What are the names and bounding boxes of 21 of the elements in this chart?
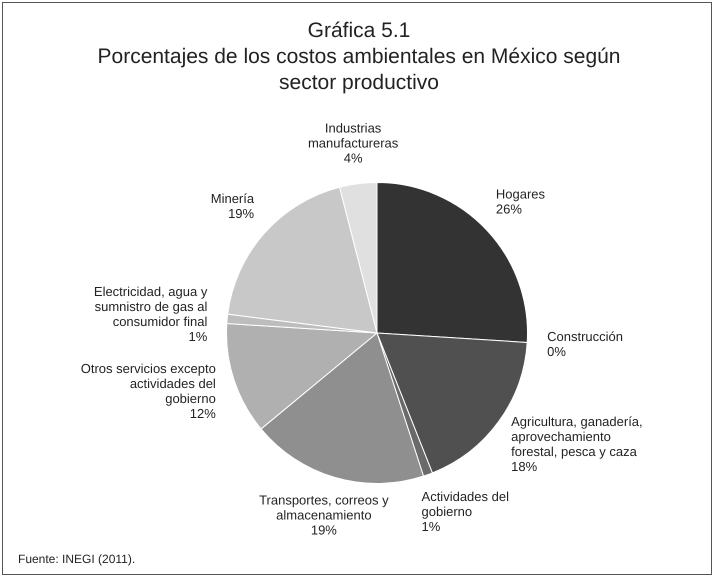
slice-label: Transportes, correos y almacenamiento xyxy=(259,492,390,523)
slice-label: Agricultura, ganadería, aprovechamiento forestal, pesca y caza xyxy=(511,414,643,460)
data-label: 1% xyxy=(188,329,208,344)
slice-label: Industrias manufactureras xyxy=(308,120,399,151)
data-label: 1% xyxy=(422,518,441,534)
chart-title: Gráfica 5.1 xyxy=(306,18,412,44)
source-note: Fuente: INEGI (2011). xyxy=(18,552,136,566)
slice-label: Actividades del gobierno xyxy=(422,488,510,519)
data-label: 19% xyxy=(228,206,255,222)
slice-label: Hogares xyxy=(496,186,546,202)
data-label: 18% xyxy=(511,459,538,474)
slice-label: Minería xyxy=(210,191,255,206)
slice-label: Otros servicios excepto actividades del gobierno xyxy=(80,360,216,406)
category-label: Construcción xyxy=(547,329,623,344)
data-label: 26% xyxy=(496,202,522,217)
data-label: 4% xyxy=(344,150,363,166)
data-label: 12% xyxy=(190,406,216,421)
text: 0% xyxy=(547,344,566,360)
slice-label: Electricidad, agua y sumnistro de gas al consumidor final xyxy=(94,284,208,330)
chart-subtitle: Porcentajes de los costos ambientales en México según sector productivo xyxy=(96,44,622,96)
data-label: 19% xyxy=(310,522,338,538)
